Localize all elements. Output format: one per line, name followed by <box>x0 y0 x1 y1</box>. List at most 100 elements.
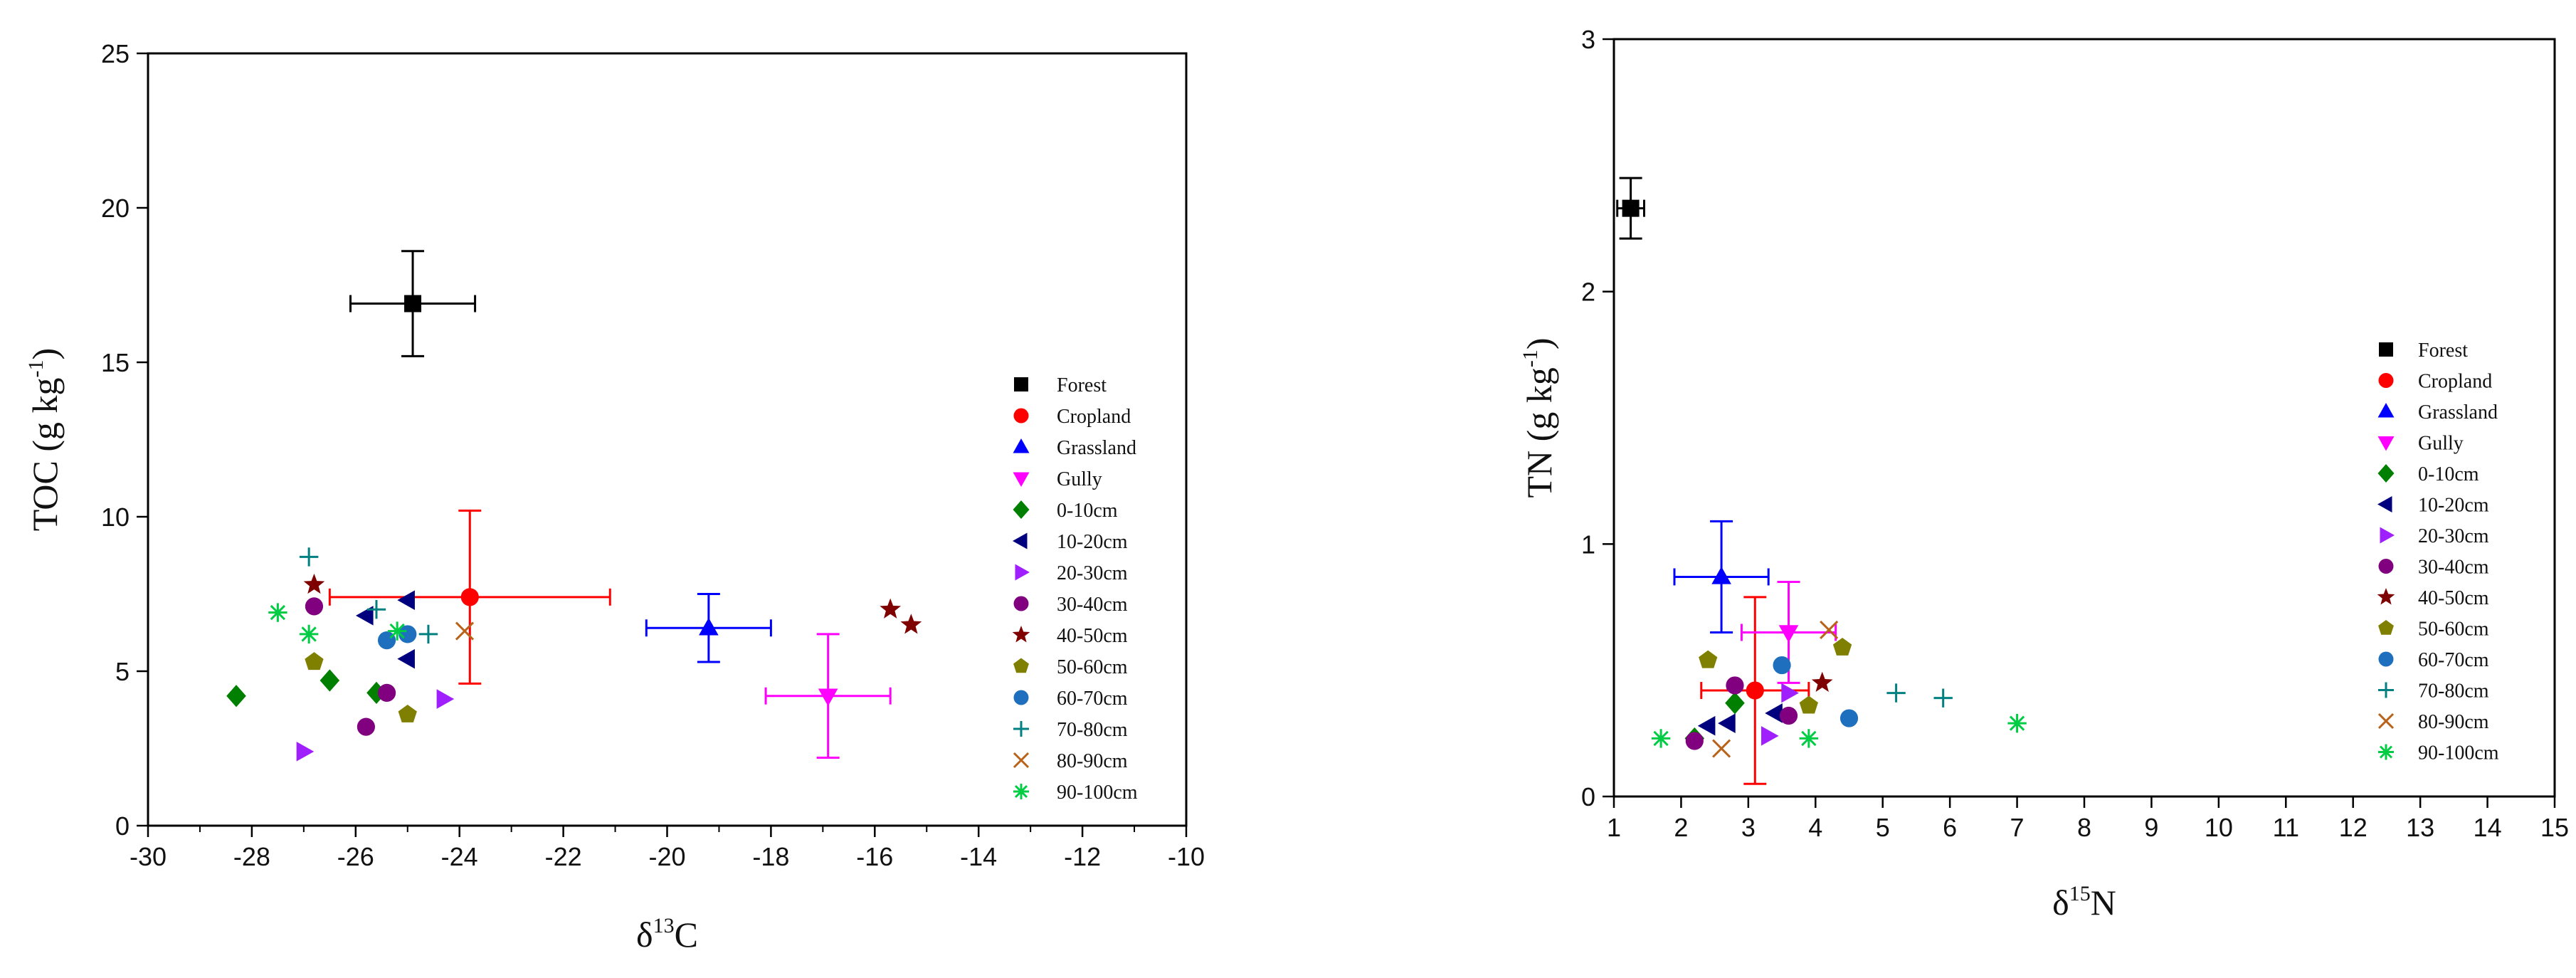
legend-item-gully: Gully <box>1013 468 1102 490</box>
series-70-80cm <box>1886 683 1953 708</box>
series-grassland <box>645 593 772 663</box>
legend-item-90-100cm: 90-100cm <box>1013 782 1138 804</box>
legend-item-grassland: Grassland <box>1013 437 1136 459</box>
x-tick-label: 9 <box>2144 813 2158 842</box>
data-point <box>1746 681 1764 700</box>
data-point <box>1933 688 1953 708</box>
legend-marker <box>2377 496 2392 512</box>
data-point <box>1765 703 1783 723</box>
x-axis-title: δ15N <box>2052 882 2116 922</box>
data-point <box>818 688 838 707</box>
legend-marker <box>2378 373 2394 388</box>
series-50-60cm <box>305 652 417 722</box>
legend-label: 30-40cm <box>2418 557 2489 579</box>
data-point <box>436 689 455 709</box>
data-point <box>320 669 340 692</box>
legend-item-40-50cm: 40-50cm <box>1012 625 1128 647</box>
x-tick-label: 10 <box>2205 813 2233 842</box>
data-point <box>305 597 324 616</box>
x-tick-label: -28 <box>233 842 270 871</box>
legend-marker <box>1013 752 1030 769</box>
legend-label: Grassland <box>2418 401 2498 424</box>
legend-marker <box>2377 464 2395 483</box>
data-point <box>357 717 375 736</box>
y-tick-label: 10 <box>101 503 130 532</box>
legend-label: 40-50cm <box>1057 625 1128 647</box>
legend-label: 10-20cm <box>2418 495 2489 517</box>
series-50-60cm <box>1699 637 1852 714</box>
series-40-50cm <box>1811 671 1833 693</box>
legend-label: 60-70cm <box>2418 649 2489 671</box>
data-point <box>1781 683 1799 703</box>
legend-item-50-60cm: 50-60cm <box>1013 656 1128 678</box>
data-point <box>397 648 415 669</box>
data-point <box>1839 709 1859 727</box>
series-60-70cm <box>1773 656 1859 727</box>
legend-item-gully: Gully <box>2377 433 2464 455</box>
data-point <box>377 683 396 702</box>
y-tick-label: 2 <box>1581 278 1595 307</box>
data-point <box>398 625 417 643</box>
legend-marker <box>1013 596 1029 611</box>
legend-marker <box>2377 403 2395 418</box>
legend-marker <box>2378 620 2394 635</box>
data-point <box>1712 739 1731 758</box>
x-tick-label: 8 <box>2077 813 2091 842</box>
legend-label: Forest <box>2418 340 2468 362</box>
data-point <box>1811 671 1833 693</box>
legend-label: 10-20cm <box>1057 531 1128 553</box>
series-cropland <box>328 509 611 685</box>
y-tick-label: 0 <box>1581 782 1595 811</box>
series-grassland <box>1673 520 1770 633</box>
data-point <box>1726 676 1744 695</box>
data-point <box>355 606 374 626</box>
legend-label: 70-80cm <box>1057 719 1128 741</box>
data-point <box>1699 650 1718 668</box>
y-tick-label: 25 <box>101 39 130 68</box>
legend-marker <box>2378 744 2394 760</box>
legend-item-70-80cm: 70-80cm <box>2378 680 2489 703</box>
data-point <box>1622 199 1640 217</box>
series-80-90cm <box>1712 620 1839 758</box>
series-90-100cm <box>1651 713 2027 748</box>
x-tick-label: -24 <box>441 842 478 871</box>
data-point <box>1697 715 1716 736</box>
y-tick-label: 15 <box>101 348 130 377</box>
data-point <box>226 685 246 708</box>
x-tick-label: -10 <box>1168 842 1205 871</box>
legend-label: Gully <box>1057 468 1102 490</box>
legend-item-50-60cm: 50-60cm <box>2378 619 2489 641</box>
data-point <box>303 573 325 594</box>
legend-marker <box>2377 436 2395 451</box>
data-point <box>1711 567 1731 584</box>
legend-marker <box>1013 408 1029 424</box>
legend-marker <box>1013 438 1030 453</box>
x-tick-label: 4 <box>1808 813 1822 842</box>
x-tick-label: 11 <box>2273 813 2299 842</box>
legend-label: 20-30cm <box>2418 525 2489 547</box>
x-tick-label: -22 <box>545 842 582 871</box>
legend-item-10-20cm: 10-20cm <box>2377 495 2489 517</box>
legend-item-70-80cm: 70-80cm <box>1013 719 1128 741</box>
data-point <box>1773 656 1791 675</box>
x-tick-label: 15 <box>2540 813 2569 842</box>
x-tick-label: -20 <box>648 842 685 871</box>
x-tick-label: -18 <box>752 842 789 871</box>
legend-item-10-20cm: 10-20cm <box>1013 531 1128 553</box>
series-30-40cm <box>305 597 396 736</box>
legend-marker <box>1013 690 1029 705</box>
legend-marker <box>1015 564 1030 581</box>
data-point <box>397 590 415 610</box>
legend-item-20-30cm: 20-30cm <box>1015 562 1128 584</box>
data-point <box>455 621 475 641</box>
data-point <box>398 704 417 722</box>
legend-marker <box>1014 377 1028 391</box>
legend-label: Forest <box>1057 374 1107 396</box>
data-point <box>387 621 407 641</box>
data-point <box>1725 692 1745 715</box>
series-20-30cm <box>1761 683 1799 746</box>
data-point <box>296 742 315 762</box>
y-tick-label: 1 <box>1581 530 1595 559</box>
legend-label: 70-80cm <box>2418 680 2489 703</box>
legend-item-90-100cm: 90-100cm <box>2378 742 2499 764</box>
